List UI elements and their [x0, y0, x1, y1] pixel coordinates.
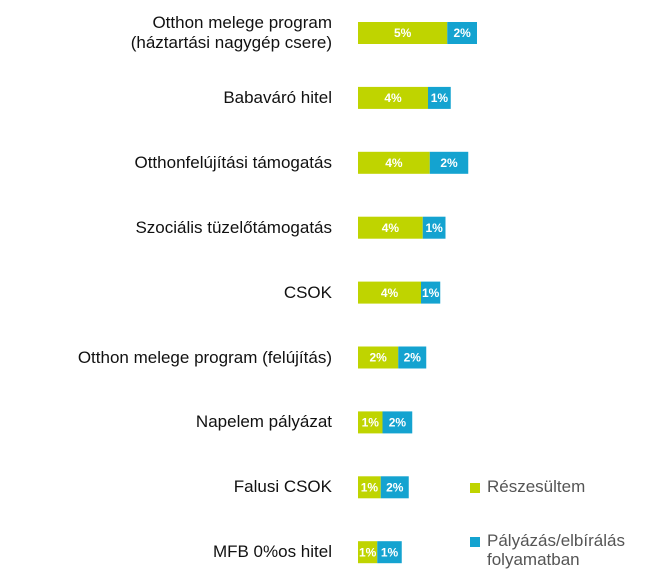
data-label: 1%	[359, 545, 377, 559]
bar-segment	[358, 281, 421, 304]
category-label: Otthon melege program (felújítás)	[77, 347, 332, 367]
data-label: 1%	[431, 91, 449, 105]
bar-segment	[358, 216, 423, 239]
bar-segment	[382, 411, 413, 434]
data-label: 2%	[389, 416, 407, 430]
category-label: MFB 0%os hitel	[212, 542, 332, 562]
category-label: CSOK	[283, 282, 332, 302]
data-label: 4%	[382, 221, 400, 235]
category-label: Szociális tüzelőtámogatás	[135, 217, 332, 237]
data-label: 1%	[425, 221, 443, 235]
data-label: 2%	[440, 156, 458, 170]
bar-segment	[358, 411, 383, 434]
category-label: Otthonfelújítási támogatás	[134, 152, 332, 172]
legend-label: Részesültem	[487, 477, 586, 496]
bar-segment	[422, 216, 446, 239]
bar-segment	[358, 22, 448, 44]
legend-swatch	[470, 537, 480, 547]
data-label: 5%	[394, 26, 412, 40]
category-label: Babaváró hitel	[223, 87, 332, 107]
data-label: 2%	[404, 351, 422, 365]
category-label: Falusi CSOK	[233, 477, 332, 497]
data-label: 1%	[381, 545, 399, 559]
bar-segment	[380, 476, 409, 499]
bar-segment	[377, 541, 402, 564]
category-label: Otthon melege program (háztartási nagygé…	[130, 13, 332, 52]
bar-segment	[358, 476, 381, 499]
category-label: Napelem pályázat	[195, 412, 332, 432]
bar-segment	[358, 86, 428, 109]
bar-segment	[358, 346, 399, 369]
data-label: 1%	[422, 286, 440, 300]
legend-label: Pályázás/elbírálás folyamatban	[487, 531, 625, 569]
bar-segment	[421, 281, 441, 304]
data-label: 2%	[453, 26, 471, 40]
data-label: 1%	[362, 416, 380, 430]
data-label: 2%	[369, 351, 387, 365]
data-label: 4%	[385, 156, 403, 170]
data-label: 4%	[381, 286, 399, 300]
data-label: 4%	[384, 91, 402, 105]
bar-segment	[358, 151, 430, 174]
bar-segment	[358, 541, 378, 564]
bar-segment	[447, 22, 477, 44]
bar-segment	[429, 151, 469, 174]
data-label: 1%	[361, 480, 379, 494]
bar-segment	[398, 346, 427, 369]
data-label: 2%	[386, 480, 404, 494]
legend-swatch	[470, 483, 480, 493]
bar-segment	[428, 86, 451, 109]
